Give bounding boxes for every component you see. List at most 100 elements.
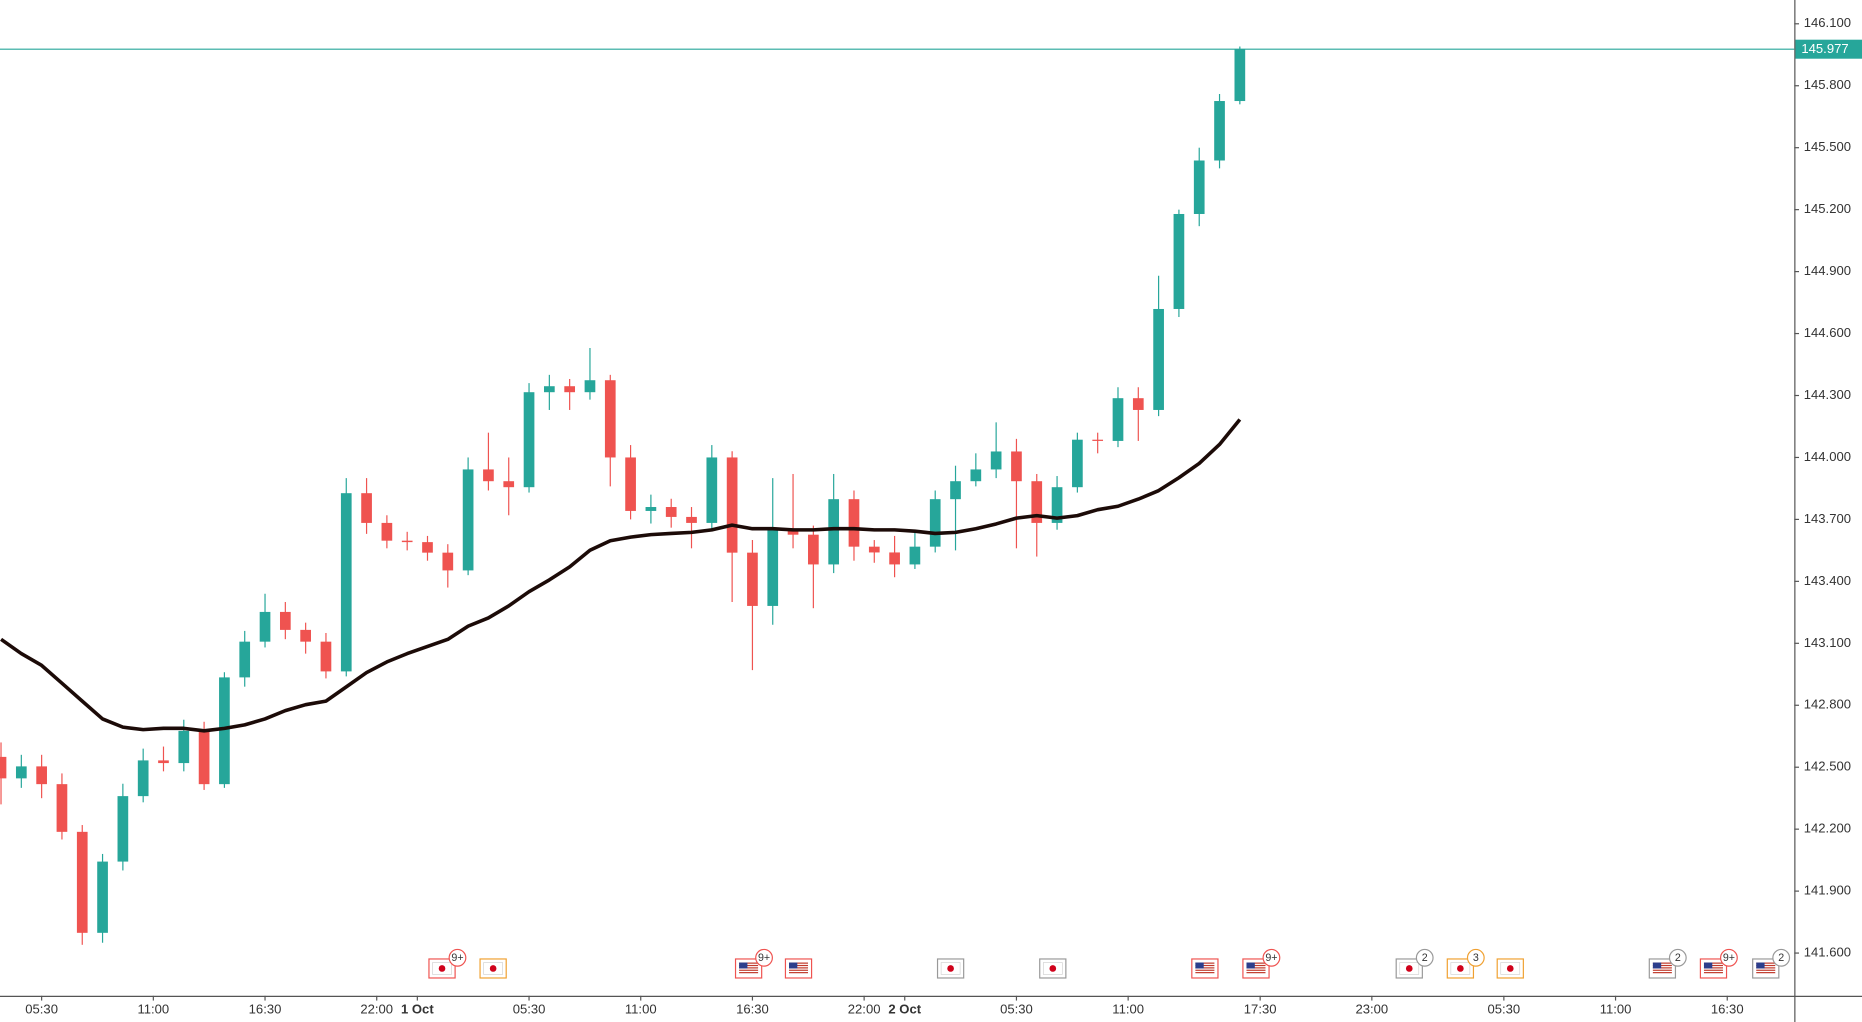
flag-us-stripe	[739, 964, 759, 967]
event-marker[interactable]	[784, 958, 813, 979]
y-tick-label: 141.900	[1804, 883, 1851, 898]
y-tick-label: 145.800	[1804, 77, 1851, 92]
x-tick-label: 05:30	[513, 1002, 546, 1017]
flag-us-stripe	[739, 969, 759, 971]
candle-body	[970, 469, 982, 482]
event-marker[interactable]: 9+	[1242, 948, 1281, 979]
y-tick-label: 145.500	[1804, 139, 1851, 154]
flag-us-stripe	[1703, 972, 1723, 974]
flag-us-stripe	[1703, 964, 1723, 967]
flag-us-canton	[739, 962, 748, 969]
flag-us-canton	[1652, 962, 1662, 969]
x-tick-label: 11:00	[1112, 1002, 1144, 1017]
candle-body	[645, 507, 657, 511]
event-marker[interactable]: 9+	[1699, 948, 1738, 979]
event-marker[interactable]	[1039, 958, 1067, 979]
event-badge	[755, 948, 773, 967]
x-tick-label: 16:30	[249, 1002, 282, 1017]
event-badge-label: 9+	[1723, 952, 1735, 964]
event-badge-label: 2	[1422, 952, 1428, 964]
candle-body	[990, 451, 1002, 470]
y-tick-label: 145.200	[1804, 201, 1851, 216]
flag-us-canton	[1756, 962, 1765, 969]
candle-body	[625, 457, 636, 511]
flag-jp-sun	[438, 965, 446, 972]
x-tick-label: 1 Oct	[401, 1002, 434, 1017]
candle-body	[503, 481, 515, 488]
candle-body	[787, 528, 799, 535]
event-badge	[448, 948, 467, 967]
x-tick-label: 11:00	[137, 1002, 169, 1017]
event-badge-label: 9+	[451, 952, 463, 964]
x-tick-label: 17:30	[1244, 1002, 1277, 1017]
event-marker[interactable]	[1496, 958, 1524, 979]
event-badge-label: 9+	[1265, 952, 1277, 964]
candle-body	[604, 380, 616, 458]
event-badge	[1415, 948, 1434, 967]
candle-body	[1031, 481, 1043, 523]
candle-body	[422, 542, 433, 553]
candle-body	[1214, 101, 1225, 161]
candle-body	[483, 469, 494, 482]
y-tick-label: 143.100	[1804, 635, 1851, 650]
x-tick-label: 11:00	[625, 1002, 657, 1017]
flag-us-stripe	[789, 972, 809, 974]
flag-jp-sun	[1506, 965, 1514, 972]
flag-us-canton	[1195, 962, 1204, 969]
flag-us-stripe	[1652, 964, 1672, 967]
candle-body	[564, 386, 576, 393]
candle-body	[137, 760, 149, 797]
flag-us-stripe	[1756, 969, 1776, 971]
candle-body	[239, 641, 251, 678]
candle-body	[767, 528, 779, 606]
event-marker[interactable]: 9+	[428, 948, 467, 979]
flag-us-stripe	[1703, 969, 1723, 971]
y-tick-label: 141.600	[1804, 945, 1851, 960]
candle-body	[848, 499, 860, 547]
event-marker[interactable]: 9+	[734, 948, 773, 979]
candle-body	[889, 552, 900, 565]
flag-us-stripe	[1652, 967, 1672, 969]
candle-body	[747, 552, 758, 606]
event-badge	[1668, 948, 1687, 967]
x-tick-label: 05:30	[25, 1002, 58, 1017]
event-marker[interactable]	[479, 958, 507, 979]
y-tick-label: 143.400	[1804, 573, 1851, 588]
event-marker[interactable]: 2	[1395, 948, 1434, 979]
candle-body	[381, 522, 393, 541]
flag-us-stripe	[1756, 964, 1776, 967]
flag-us-stripe	[789, 962, 809, 964]
flag-us-stripe	[739, 962, 759, 964]
event-marker[interactable]: 2	[1752, 948, 1791, 979]
event-marker[interactable]: 2	[1648, 948, 1687, 979]
event-marker[interactable]: 3	[1446, 948, 1485, 979]
candle-body	[401, 540, 413, 543]
y-tick-label: 144.600	[1804, 325, 1851, 340]
candle-body	[15, 766, 27, 779]
flag-us-stripe	[1703, 962, 1723, 964]
candle-body	[117, 796, 129, 862]
candle-body	[320, 641, 332, 672]
flag-us-stripe	[789, 967, 809, 969]
y-tick-label: 142.800	[1804, 697, 1851, 712]
flag-us-stripe	[739, 972, 759, 974]
event-badge-label: 2	[1778, 952, 1784, 964]
flag-us-stripe	[1246, 964, 1266, 967]
event-badge	[1466, 948, 1485, 967]
flag-us-stripe	[1246, 967, 1266, 969]
flag-jp-sun	[489, 965, 497, 972]
candle-body	[300, 629, 311, 642]
last-price-label: 145.977	[1801, 41, 1848, 56]
candle-body	[1193, 160, 1205, 214]
flag-jp-sun	[1049, 965, 1057, 972]
candle-body	[584, 380, 596, 393]
candle-body	[544, 386, 555, 393]
y-tick-label: 144.000	[1804, 449, 1851, 464]
event-marker[interactable]	[1191, 958, 1219, 979]
y-tick-label: 142.500	[1804, 759, 1851, 774]
event-marker[interactable]	[936, 958, 965, 979]
candle-body	[219, 677, 230, 785]
flag-us-stripe	[739, 967, 759, 969]
candle-body	[1051, 487, 1063, 523]
